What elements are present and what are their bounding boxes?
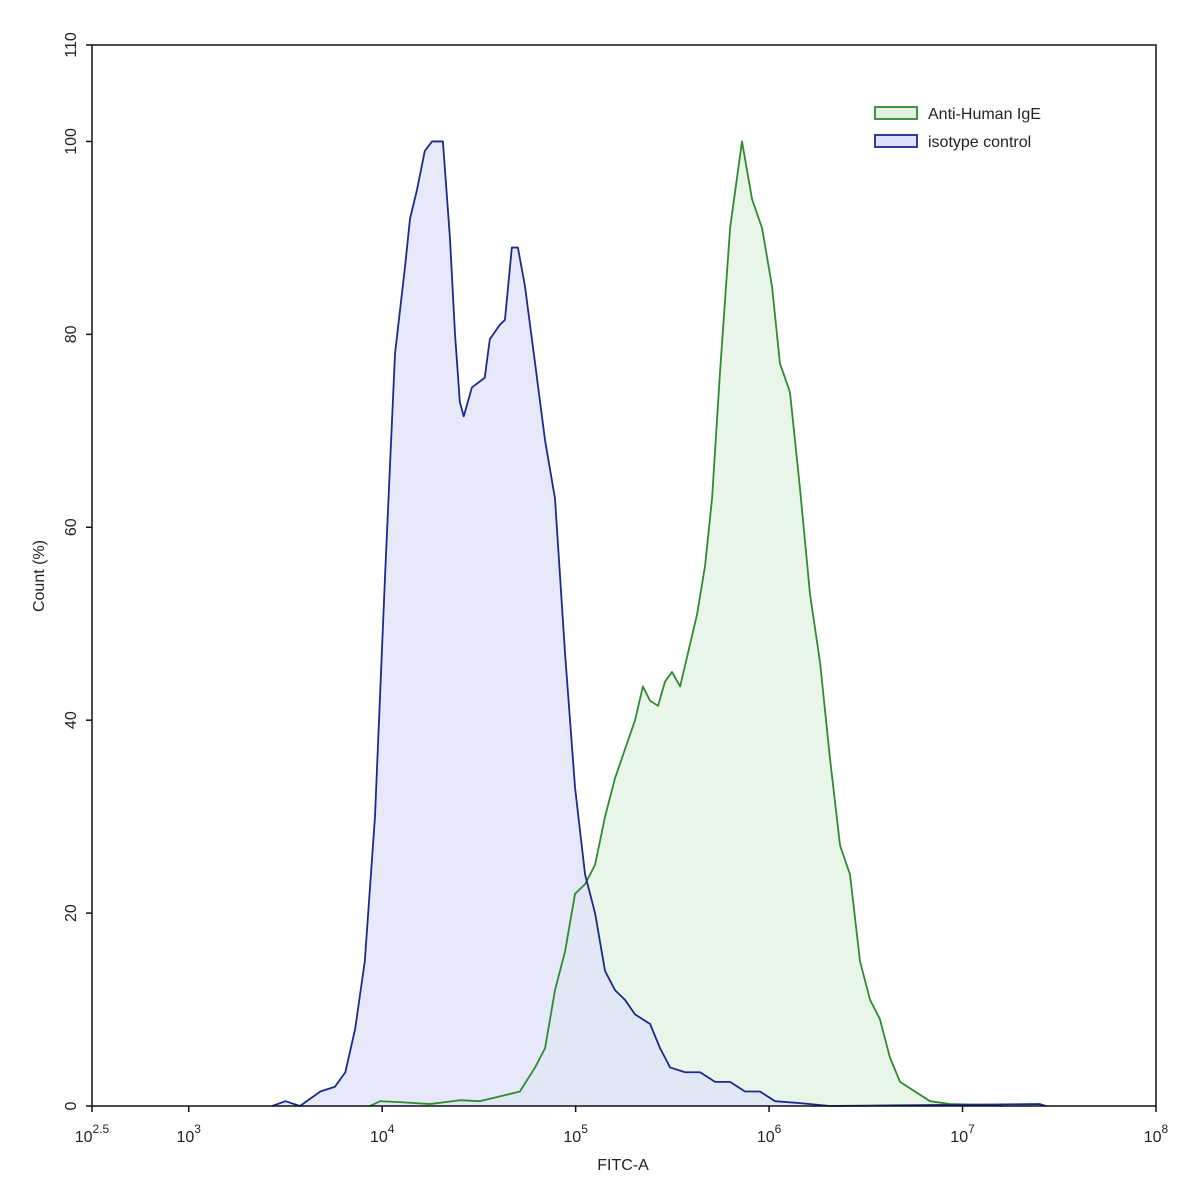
x-tick-exponent: 8 [1162,1122,1169,1136]
y-tick-label: 0 [63,1101,80,1110]
x-axis-title: FITC-A [597,1157,649,1174]
legend-label: Anti-Human IgE [928,106,1041,123]
x-tick-base: 10 [370,1129,388,1146]
plot-frame [91,44,1157,1107]
y-tick-label: 40 [63,711,80,729]
y-tick-label: 110 [63,32,80,58]
y-tick-label: 100 [63,128,80,155]
histogram-area [272,141,1046,1106]
x-tick-exponent: 7 [968,1122,975,1136]
x-tick-label: 108 [1144,1122,1169,1146]
histogram-line [271,140,1047,1107]
x-tick-label: 105 [563,1122,588,1146]
x-tick-exponent: 6 [775,1122,782,1136]
x-tick-label: 104 [370,1122,395,1146]
histogram-area [370,141,1003,1106]
y-axis-title: Count (%) [31,540,48,612]
legend-label: isotype control [928,134,1031,151]
histogram-line [369,140,1003,1107]
y-tick-label: 20 [63,904,80,922]
x-tick-base: 10 [1144,1129,1162,1146]
legend-swatch [874,134,918,148]
x-tick-base: 10 [563,1129,581,1146]
y-tick-label: 80 [63,325,80,343]
x-tick-base: 10 [950,1129,968,1146]
x-tick-exponent: 5 [581,1122,588,1136]
x-tick-base: 10 [75,1129,93,1146]
x-tick-exponent: 4 [388,1122,395,1136]
y-tick-label: 60 [63,518,80,536]
x-tick-base: 10 [176,1129,194,1146]
x-tick-label: 106 [757,1122,782,1146]
x-tick-base: 10 [757,1129,775,1146]
x-tick-exponent: 3 [194,1122,201,1136]
x-tick-label: 103 [176,1122,201,1146]
legend-swatch [874,106,918,120]
x-tick-exponent: 2.5 [93,1122,110,1136]
x-tick-label: 102.5 [75,1122,110,1146]
x-tick-label: 107 [950,1122,975,1146]
